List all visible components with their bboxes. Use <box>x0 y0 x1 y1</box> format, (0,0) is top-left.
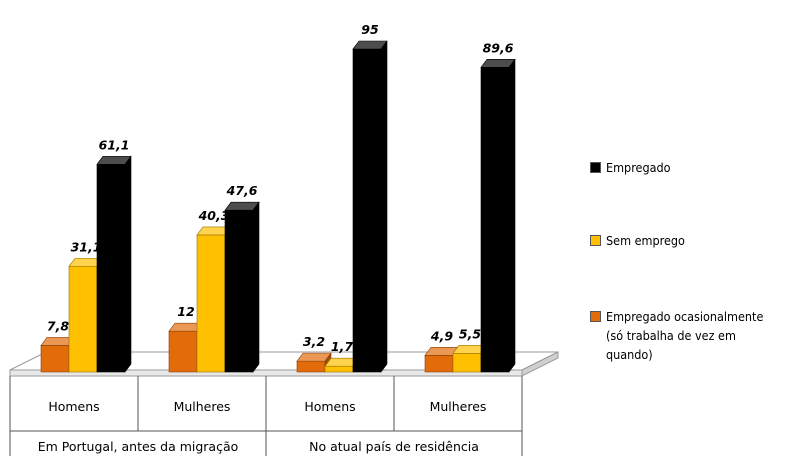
legend-label-empregado-ocasionalmente: Empregado ocasionalmente (só trabalha de… <box>606 309 764 362</box>
bar-front <box>196 234 226 373</box>
bar-side <box>508 58 516 373</box>
category-label-mulheres: Mulheres <box>174 399 231 414</box>
value-label: 1,7 <box>331 339 353 354</box>
bar-front <box>168 330 198 373</box>
bar-front <box>224 209 254 373</box>
bar-front <box>68 265 98 373</box>
bar-side <box>252 201 260 373</box>
category-label-mulheres: Mulheres <box>430 399 487 414</box>
bar-front <box>40 345 70 373</box>
value-label: 12 <box>177 304 194 319</box>
bars-layer <box>40 40 516 373</box>
value-label: 31,1 <box>71 239 102 254</box>
value-label: 47,6 <box>226 183 258 198</box>
bar-front <box>296 360 326 373</box>
group-label: No atual país de residência <box>309 439 479 454</box>
value-label: 5,5 <box>459 326 481 341</box>
value-label: 40,3 <box>198 208 230 223</box>
bar-front <box>480 67 510 373</box>
legend-label-empregado: Empregado <box>606 160 671 175</box>
value-label: 3,2 <box>303 334 325 349</box>
legend-item-sem-emprego: Sem emprego <box>590 231 685 250</box>
bar-front <box>324 365 354 373</box>
legend-swatch-empregado <box>590 162 601 173</box>
value-label: 61,1 <box>99 137 130 152</box>
floor-side <box>521 351 559 377</box>
bar-front <box>424 355 454 373</box>
bar-empregado-0 <box>96 155 132 373</box>
legend-label-sem-emprego: Sem emprego <box>606 233 685 248</box>
value-label: 89,6 <box>483 40 514 55</box>
category-axis-table: Homens Mulheres Homens Mulheres Em Portugal,… <box>9 376 523 456</box>
bar-empregado-2 <box>352 40 388 373</box>
value-label: 95 <box>361 22 379 37</box>
group-label: Em Portugal, antes da migração <box>38 439 239 454</box>
bar-front <box>352 48 382 373</box>
bar-side <box>380 40 388 373</box>
legend-swatch-sem-emprego <box>590 235 601 246</box>
legend-item-empregado-ocasionalmente: Empregado ocasionalmente (só trabalha de… <box>590 307 763 364</box>
bar-side <box>124 155 132 373</box>
value-labels-layer: 7,8 31,1 61,1 12 40,3 47,6 3,2 1,7 95 4,9 5,5 89,6 <box>47 22 514 354</box>
bar-empregado-3 <box>480 58 516 373</box>
bar-front <box>96 163 126 373</box>
bar-front <box>452 352 482 373</box>
legend-item-empregado: Empregado <box>590 158 671 177</box>
bar-empregado-1 <box>224 201 260 373</box>
value-label: 7,8 <box>47 318 69 333</box>
category-label-homens: Homens <box>304 399 355 414</box>
value-label: 4,9 <box>430 328 453 343</box>
legend-swatch-empregado-ocasionalmente <box>590 311 601 322</box>
category-label-homens: Homens <box>48 399 99 414</box>
